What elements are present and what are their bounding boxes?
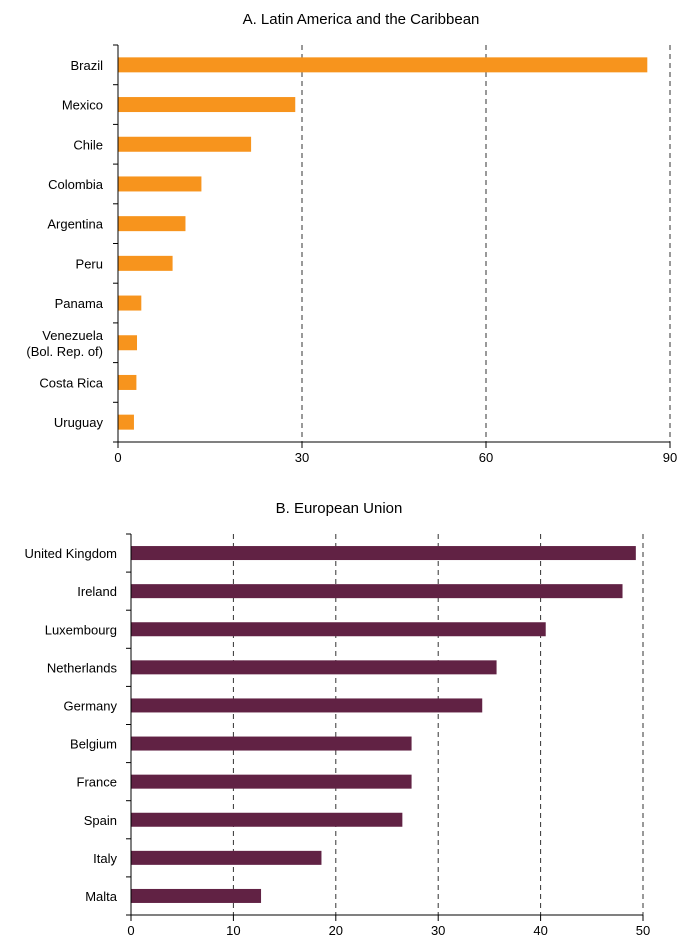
panel-b-bar xyxy=(131,698,482,712)
panel-b-bar xyxy=(131,584,623,598)
panel-b-title: B. European Union xyxy=(276,500,403,517)
panel-b-bar xyxy=(131,660,497,674)
panel-a-bar xyxy=(118,296,141,311)
panel-b-category-label: Belgium xyxy=(70,737,117,752)
panel-b-x-tick-label: 0 xyxy=(127,923,134,938)
panel-b-category-label: Luxembourg xyxy=(45,622,117,637)
panel-a-bar xyxy=(118,97,295,112)
panel-b-x-tick-label: 10 xyxy=(226,923,240,938)
panel-a-category-label: Colombia xyxy=(48,177,104,192)
panel-b-category-label: Spain xyxy=(84,813,117,828)
panel-b-bar xyxy=(131,889,261,903)
panel-a-category-label: Peru xyxy=(76,256,103,271)
panel-b-bar xyxy=(131,546,636,560)
panel-b-bar xyxy=(131,737,412,751)
panel-b-category-label: Ireland xyxy=(77,584,117,599)
panel-b-bar xyxy=(131,813,402,827)
panel-a-x-tick-label: 60 xyxy=(479,450,493,465)
panel-b-x-tick-label: 20 xyxy=(329,923,343,938)
panel-a-x-tick-label: 0 xyxy=(114,450,121,465)
panel-a-bar xyxy=(118,335,137,350)
panel-a-bar xyxy=(118,216,185,231)
panel-a-x-tick-label: 90 xyxy=(663,450,677,465)
panel-b-bar xyxy=(131,622,546,636)
panel-a-category-label: Uruguay xyxy=(54,415,104,430)
panel-b-bar xyxy=(131,851,321,865)
panel-a-category-label: Costa Rica xyxy=(39,375,103,390)
panel-b-x-tick-label: 40 xyxy=(533,923,547,938)
panel-a-bar xyxy=(118,375,136,390)
panel-a-bar xyxy=(118,256,173,271)
panel-b-category-label: Netherlands xyxy=(47,660,118,675)
panel-a-category-label: Venezuela (Bol. Rep. of) xyxy=(26,328,103,359)
panel-b-x-tick-label: 30 xyxy=(431,923,445,938)
panel-a-category-label: Chile xyxy=(73,137,103,152)
panel-a-bar xyxy=(118,176,201,191)
panel-b-category-label: Italy xyxy=(93,851,117,866)
panel-a-category-label: Brazil xyxy=(70,58,103,73)
panel-a-bar xyxy=(118,137,251,152)
panel-a-title: A. Latin America and the Caribbean xyxy=(243,11,480,28)
panel-b-category-label: Malta xyxy=(85,889,118,904)
panel-a-category-label: Mexico xyxy=(62,98,103,113)
panel-a-x-tick-label: 30 xyxy=(295,450,309,465)
panel-b-category-label: Germany xyxy=(64,698,118,713)
panel-a-bar xyxy=(118,57,647,72)
panel-b-x-tick-label: 50 xyxy=(636,923,650,938)
panel-a-bar xyxy=(118,415,134,430)
panel-b-category-label: United Kingdom xyxy=(25,546,118,561)
panel-a-category-label: Panama xyxy=(55,296,104,311)
panel-a-category-label: Argentina xyxy=(47,217,103,232)
panel-b-category-label: France xyxy=(77,775,117,790)
panel-b-bar xyxy=(131,775,412,789)
